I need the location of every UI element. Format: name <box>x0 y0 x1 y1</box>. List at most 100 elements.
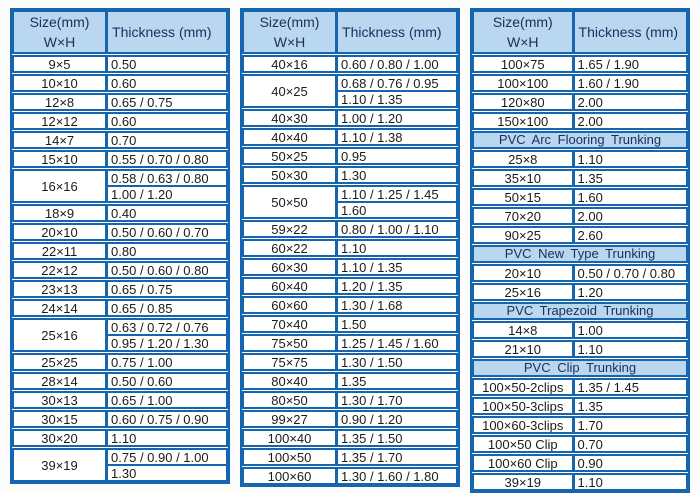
size-header-line1: Size(mm) <box>29 14 90 30</box>
size-value: 60×30 <box>271 259 308 275</box>
thickness-value: 0.70 <box>577 436 603 452</box>
table-row: 60×60 1.30 / 1.68 <box>242 296 458 314</box>
size-value: 21×10 <box>504 341 542 357</box>
size-cell: 150×100 <box>472 112 574 130</box>
table-row: 40×30 1.00 / 1.20 <box>242 109 458 127</box>
section-header-row: PVC Arc Flooring Trunking <box>472 131 688 149</box>
size-cell: 39×19 <box>12 448 108 482</box>
thickness-value: 1.30 <box>341 167 367 183</box>
size-cell: 20×10 <box>472 264 574 282</box>
table-row: 25×16 0.63 / 0.72 / 0.76 0.95 / 1.20 / 1.3… <box>12 318 228 352</box>
size-cell: 25×25 <box>12 353 108 371</box>
size-cell: 100×50-2clips <box>472 378 574 396</box>
table-row: 100×100 1.60 / 1.90 <box>472 74 688 92</box>
thickness-value: 0.60 / 0.80 / 1.00 <box>341 56 439 72</box>
table-row: 100×60 1.30 / 1.60 / 1.80 <box>242 467 458 485</box>
size-cell: 22×12 <box>12 261 108 279</box>
table-row: 50×15 1.60 <box>472 188 688 206</box>
size-cell: 59×22 <box>242 220 338 238</box>
thickness-value: 1.10 <box>341 240 367 256</box>
table-row: 75×75 1.30 / 1.50 <box>242 353 458 371</box>
thickness-cell: 1.10 / 1.35 <box>336 258 458 276</box>
table-row: 60×30 1.10 / 1.35 <box>242 258 458 276</box>
size-cell: 100×60 Clip <box>472 454 574 472</box>
size-value: 40×40 <box>271 129 308 145</box>
size-cell: 30×15 <box>12 410 108 428</box>
size-cell: 50×25 <box>242 147 338 165</box>
thickness-column-header: Thickness (mm) <box>336 10 458 54</box>
table-row: 100×40 1.35 / 1.50 <box>242 429 458 447</box>
table-row: 75×50 1.25 / 1.45 / 1.60 <box>242 334 458 352</box>
thickness-value: 0.65 / 0.75 <box>111 94 173 110</box>
thickness-value: 2.00 <box>577 208 603 224</box>
size-value: 40×16 <box>271 56 308 72</box>
thickness-cell: 0.63 / 0.72 / 0.76 0.95 / 1.20 / 1.30 <box>106 318 228 352</box>
thickness-cell: 1.35 <box>572 169 688 187</box>
thickness-cell: 0.75 / 1.00 <box>106 353 228 371</box>
thickness-value: 0.90 <box>577 455 603 471</box>
thickness-value: 1.35 / 1.50 <box>341 430 403 446</box>
table-row: 30×15 0.60 / 0.75 / 0.90 <box>12 410 228 428</box>
table-row: 22×12 0.50 / 0.60 / 0.80 <box>12 261 228 279</box>
size-cell: 60×22 <box>242 239 338 257</box>
thickness-cell: 1.30 / 1.60 / 1.80 <box>336 467 458 485</box>
table-row: 35×10 1.35 <box>472 169 688 187</box>
thickness-value: 0.75 / 1.00 <box>111 354 173 370</box>
thickness-cell: 1.10 <box>572 473 688 491</box>
thickness-value: 0.55 / 0.70 / 0.80 <box>111 151 209 167</box>
thickness-value: 1.00 / 1.20 <box>108 185 226 201</box>
thickness-cell: 1.35 / 1.50 <box>336 429 458 447</box>
size-cell: 25×8 <box>472 150 574 168</box>
size-value: 50×15 <box>504 189 542 205</box>
size-cell: 40×16 <box>242 55 338 73</box>
thickness-value: 1.10 <box>577 474 603 490</box>
thickness-value: 1.70 <box>577 417 603 433</box>
size-cell: 12×12 <box>12 112 108 130</box>
size-value: 150×100 <box>497 113 549 129</box>
size-cell: 80×40 <box>242 372 338 390</box>
thickness-cell: 1.35 / 1.45 <box>572 378 688 396</box>
size-cell: 99×27 <box>242 410 338 428</box>
size-value: 75×75 <box>271 354 308 370</box>
thickness-cell: 1.60 <box>572 188 688 206</box>
thickness-value: 1.60 / 1.90 <box>577 75 639 91</box>
table-row: 120×80 2.00 <box>472 93 688 111</box>
size-cell: 100×50 Clip <box>472 435 574 453</box>
size-value: 50×50 <box>271 194 308 210</box>
thickness-value: 0.40 <box>111 205 137 221</box>
size-value: 75×50 <box>271 335 308 351</box>
size-cell: 30×20 <box>12 429 108 447</box>
size-value: 90×25 <box>504 227 542 243</box>
size-value: 25×16 <box>504 284 542 300</box>
section-title: PVC New Type Trunking <box>472 245 688 263</box>
pvc-trunking-table-3: Size(mm) W×H Thickness (mm) 100×75 1.65 / 1.… <box>470 8 690 493</box>
thickness-cell: 0.60 <box>106 112 228 130</box>
table-row: 22×11 0.80 <box>12 242 228 260</box>
size-value: 9×5 <box>48 56 71 72</box>
thickness-cell: 2.00 <box>572 112 688 130</box>
size-cell: 10×10 <box>12 74 108 92</box>
table-row: 60×22 1.10 <box>242 239 458 257</box>
table-row: 24×14 0.65 / 0.85 <box>12 299 228 317</box>
thickness-value: 0.50 / 0.70 / 0.80 <box>577 265 676 281</box>
table-row: 100×75 1.65 / 1.90 <box>472 55 688 73</box>
size-column-header: Size(mm) W×H <box>242 10 338 54</box>
thickness-cell: 0.65 / 0.75 <box>106 93 228 111</box>
thickness-value: 0.80 / 1.00 / 1.10 <box>341 221 439 237</box>
thickness-header-label: Thickness (mm) <box>342 24 442 40</box>
thickness-value: 0.70 <box>111 132 137 148</box>
size-value: 120×80 <box>500 94 545 110</box>
thickness-cell: 0.95 <box>336 147 458 165</box>
thickness-value: 0.80 <box>111 243 137 259</box>
thickness-cell: 1.30 / 1.50 <box>336 353 458 371</box>
table-row: 40×16 0.60 / 0.80 / 1.00 <box>242 55 458 73</box>
thickness-value: 0.68 / 0.76 / 0.95 <box>341 75 439 91</box>
column-header-row: Size(mm) W×H Thickness (mm) <box>12 10 228 54</box>
thickness-cell: 1.10 <box>106 429 228 447</box>
thickness-cell: 1.00 / 1.20 <box>336 109 458 127</box>
table-row: 15×10 0.55 / 0.70 / 0.80 <box>12 150 228 168</box>
size-cell: 9×5 <box>12 55 108 73</box>
thickness-value: 0.50 / 0.60 <box>111 373 173 389</box>
size-value: 24×14 <box>41 300 78 316</box>
size-cell: 120×80 <box>472 93 574 111</box>
